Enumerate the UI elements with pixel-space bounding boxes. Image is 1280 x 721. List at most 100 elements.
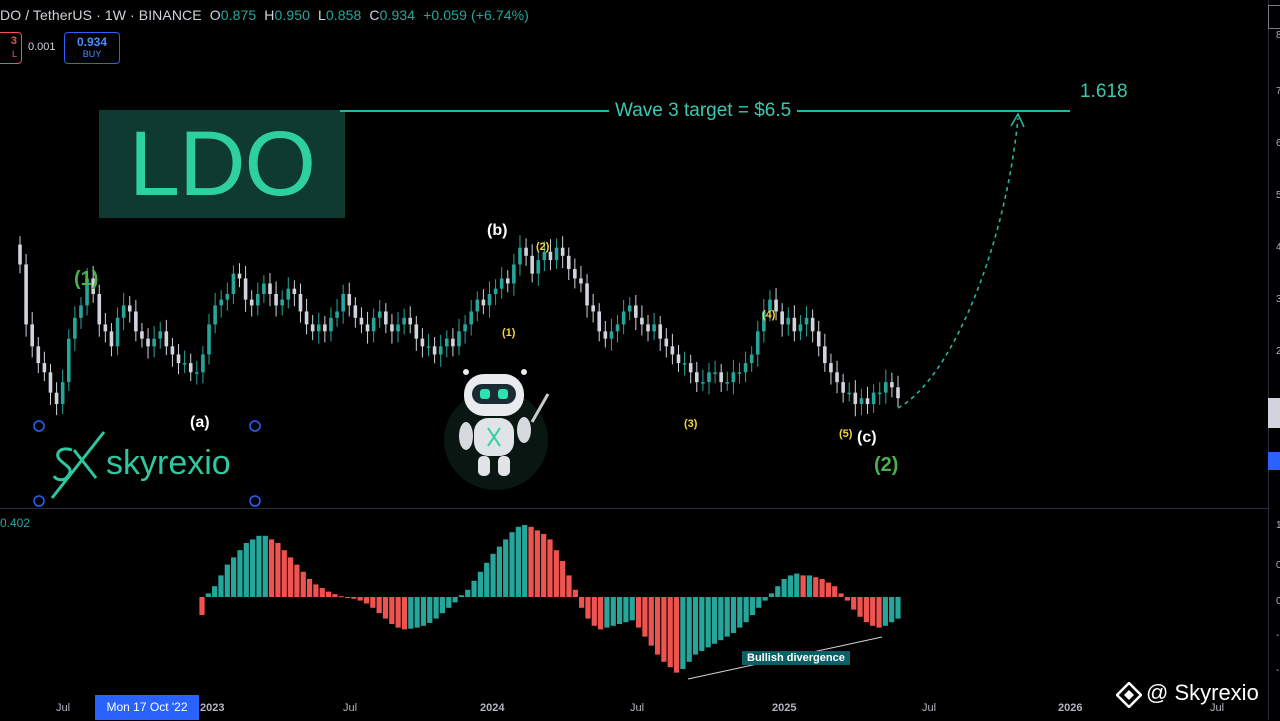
candle-body	[493, 288, 498, 295]
candle-body	[634, 305, 638, 318]
histogram-bar	[604, 597, 610, 628]
candle-body	[487, 294, 492, 306]
candle-body	[377, 311, 382, 318]
candle-body	[603, 331, 608, 339]
candle-body	[268, 283, 272, 295]
price-scale-tick: 2	[1276, 346, 1280, 357]
price-scale[interactable]	[1268, 0, 1280, 720]
histogram-bar	[395, 597, 401, 628]
candle-body	[719, 372, 723, 383]
candle-body	[682, 363, 687, 365]
candle-body	[597, 311, 602, 332]
candle-body	[755, 331, 760, 355]
candle-body	[481, 299, 486, 306]
xaxis-2026: 2026	[1058, 702, 1083, 714]
fib-target-label: Wave 3 target = $6.5	[609, 100, 798, 122]
histogram-bar	[338, 596, 344, 598]
candle-body	[292, 288, 297, 295]
candle-body	[725, 382, 730, 384]
price-scale-tick: 8	[1276, 30, 1280, 41]
candle-body	[871, 392, 876, 405]
candle-body	[329, 317, 333, 332]
histogram-bar	[357, 597, 363, 601]
candle-body	[262, 283, 266, 295]
histogram-bar	[730, 597, 737, 633]
candle-body	[896, 387, 900, 399]
histogram-bar	[439, 597, 446, 614]
fib-level-label: 1.618	[1080, 81, 1128, 102]
candle-body	[505, 278, 510, 284]
xaxis-2025: 2025	[772, 702, 797, 714]
candle-body	[890, 382, 894, 388]
candle-body	[323, 324, 327, 332]
symbol-header: DO / TetherUS · 1W · BINANCE O0.875 H0.9…	[0, 7, 529, 23]
ldo-logo-text: LDO	[128, 113, 316, 215]
candle-body	[103, 324, 108, 332]
candle-body	[609, 331, 614, 339]
histogram-bar	[692, 597, 699, 655]
candle-body	[579, 278, 583, 284]
candle-body	[274, 294, 278, 306]
symbol-title[interactable]: DO / TetherUS · 1W · BINANCE	[0, 7, 202, 23]
projection-arrowhead	[1010, 112, 1025, 128]
histogram-bar	[306, 579, 313, 597]
sell-button[interactable]: 3 L	[0, 32, 22, 64]
histogram-bar	[199, 597, 205, 615]
candle-body	[469, 311, 473, 325]
candle-body	[798, 324, 803, 332]
candle-body	[566, 255, 571, 269]
histogram-bar	[212, 586, 218, 597]
candle-body	[445, 338, 449, 347]
candle-body	[615, 324, 620, 332]
pane-separator[interactable]	[0, 508, 1268, 509]
subwave-5-label: (5)	[839, 428, 853, 440]
histogram-bar	[642, 597, 648, 637]
candle-body	[225, 294, 230, 300]
histogram-bar	[256, 535, 262, 597]
candle-body	[530, 255, 534, 274]
candle-body	[164, 331, 169, 347]
xaxis-jul-1: Jul	[56, 702, 71, 714]
buy-button[interactable]: 0.934 BUY	[64, 32, 120, 64]
histogram-bar	[275, 543, 281, 597]
candle-body	[365, 324, 370, 332]
bullish-divergence-label: Bullish divergence	[742, 651, 850, 665]
drawing-handle	[33, 495, 45, 507]
histogram-bar	[528, 526, 534, 597]
histogram-bar	[484, 562, 490, 597]
candle-body	[640, 317, 644, 325]
candle-body	[335, 311, 339, 318]
subwave-3-label: (3)	[684, 418, 698, 430]
price-scale-tick: -	[1276, 665, 1280, 676]
candle-body	[585, 283, 589, 306]
candle-body	[786, 317, 791, 325]
candle-body	[816, 331, 821, 347]
histogram-bar	[382, 597, 389, 619]
candle-body	[353, 305, 358, 318]
histogram-bar	[401, 597, 408, 630]
candle-body	[804, 317, 809, 325]
candle-body	[463, 324, 467, 332]
candle-body	[396, 324, 400, 332]
price-scale-tick: 5	[1276, 190, 1280, 201]
scale-settings-box[interactable]	[1268, 5, 1280, 29]
candle-body	[97, 294, 102, 325]
candle-body	[859, 398, 864, 405]
candle-body	[207, 324, 211, 355]
xaxis-2023: 2023	[200, 702, 225, 714]
candle-body	[255, 294, 260, 306]
histogram-bar	[591, 597, 597, 626]
candle-body	[24, 264, 28, 325]
wave-b-label: (b)	[487, 222, 508, 239]
histogram-bar	[876, 597, 882, 628]
candle-body	[54, 392, 59, 405]
candle-body	[231, 273, 236, 295]
histogram-bar	[863, 597, 869, 623]
candle-body	[847, 392, 852, 395]
candle-body	[213, 305, 217, 325]
histogram-bar	[218, 575, 224, 597]
histogram-bar	[743, 597, 749, 623]
open-label: O	[209, 7, 221, 23]
candle-body	[48, 372, 53, 393]
